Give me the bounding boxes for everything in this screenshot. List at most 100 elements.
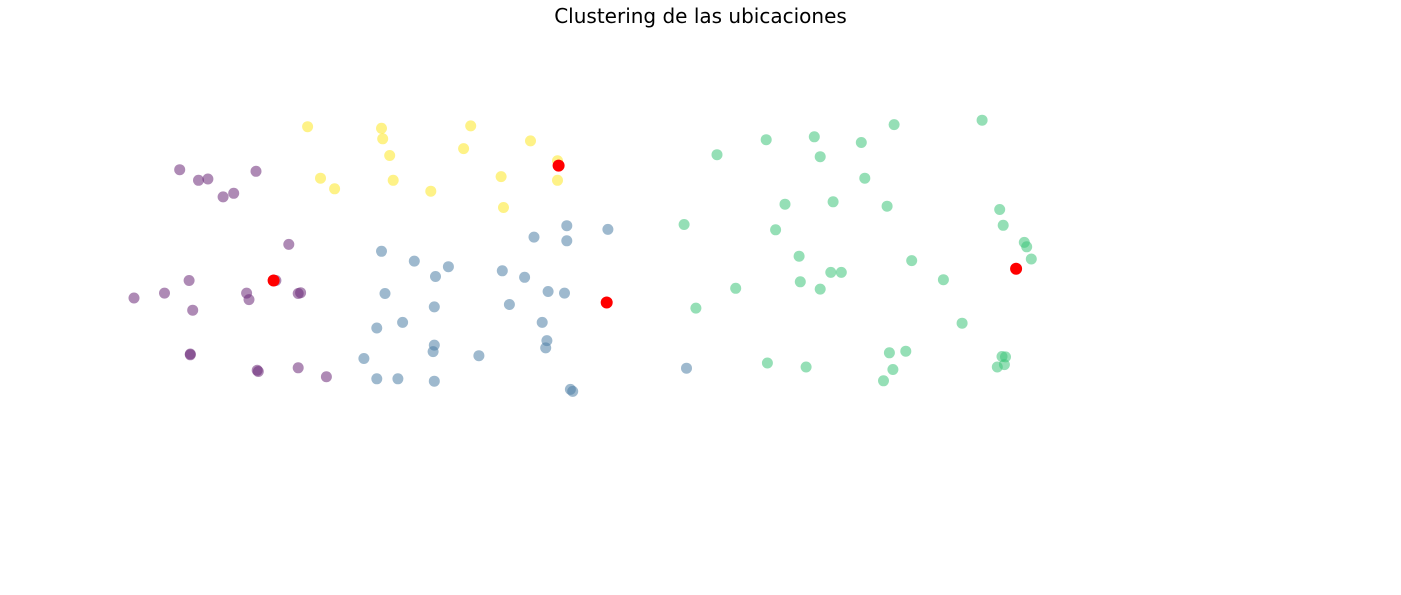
centroid-point bbox=[267, 274, 280, 287]
data-point bbox=[800, 361, 812, 373]
data-point bbox=[217, 191, 229, 203]
data-point bbox=[835, 266, 847, 278]
data-point bbox=[690, 302, 702, 314]
data-point bbox=[855, 137, 867, 148]
data-point bbox=[937, 274, 949, 286]
data-point bbox=[174, 164, 186, 176]
data-point bbox=[371, 373, 383, 385]
data-point bbox=[542, 286, 554, 297]
data-point bbox=[371, 322, 383, 334]
data-point bbox=[193, 174, 204, 186]
data-point bbox=[465, 120, 477, 132]
data-point bbox=[503, 299, 515, 310]
data-point bbox=[827, 196, 839, 208]
centroid-point bbox=[552, 159, 565, 172]
data-point bbox=[887, 364, 899, 375]
centroid-point bbox=[600, 296, 613, 309]
data-point bbox=[250, 165, 262, 177]
data-point bbox=[283, 238, 295, 250]
data-point bbox=[881, 200, 893, 212]
data-point bbox=[473, 350, 485, 362]
data-point bbox=[376, 122, 387, 134]
data-point bbox=[377, 133, 389, 145]
centroid-points bbox=[267, 159, 1023, 309]
data-point bbox=[292, 362, 304, 374]
data-point bbox=[428, 375, 440, 387]
data-point bbox=[128, 292, 140, 304]
data-point bbox=[430, 271, 441, 282]
data-point bbox=[794, 276, 806, 288]
data-point bbox=[379, 288, 391, 299]
data-point bbox=[428, 301, 440, 313]
data-point bbox=[991, 361, 1003, 373]
data-point bbox=[888, 119, 900, 131]
data-point bbox=[540, 342, 552, 354]
data-point bbox=[997, 219, 1009, 231]
data-point bbox=[994, 204, 1006, 215]
data-point bbox=[711, 149, 723, 161]
cluster-0-points bbox=[128, 164, 332, 383]
data-point bbox=[184, 349, 196, 361]
data-point bbox=[387, 174, 399, 186]
cluster-2-points bbox=[358, 220, 692, 397]
data-point bbox=[241, 287, 253, 299]
data-point bbox=[602, 223, 614, 235]
data-point bbox=[825, 266, 837, 278]
centroid-point bbox=[1010, 262, 1023, 275]
data-point bbox=[808, 131, 820, 143]
data-point bbox=[536, 316, 548, 328]
data-point bbox=[329, 183, 341, 195]
data-point bbox=[1021, 241, 1033, 253]
data-point bbox=[567, 385, 579, 397]
data-point bbox=[358, 353, 370, 364]
data-point bbox=[425, 185, 437, 197]
chart-title: Clustering de las ubicaciones bbox=[554, 4, 847, 28]
data-point bbox=[814, 283, 826, 295]
data-point bbox=[900, 345, 912, 357]
data-point bbox=[495, 171, 507, 183]
data-point bbox=[552, 174, 563, 186]
data-point bbox=[559, 287, 570, 299]
data-point bbox=[183, 275, 195, 286]
data-point bbox=[498, 202, 509, 213]
data-point bbox=[760, 134, 772, 146]
data-point bbox=[252, 366, 264, 377]
data-point bbox=[528, 231, 540, 243]
data-point bbox=[770, 224, 782, 236]
data-point bbox=[519, 271, 531, 283]
data-point bbox=[996, 351, 1008, 362]
cluster-3-points bbox=[678, 114, 1037, 387]
cluster-1-points bbox=[302, 120, 563, 213]
data-point bbox=[427, 346, 439, 358]
data-point bbox=[761, 357, 773, 369]
data-point bbox=[878, 375, 889, 387]
data-point bbox=[814, 151, 826, 163]
data-point bbox=[561, 235, 573, 247]
data-point bbox=[315, 172, 326, 184]
data-point bbox=[442, 261, 454, 273]
data-point bbox=[859, 172, 871, 184]
data-point bbox=[376, 245, 387, 257]
data-point bbox=[384, 150, 396, 161]
data-point bbox=[525, 135, 536, 147]
data-point bbox=[678, 219, 690, 230]
data-point bbox=[392, 373, 404, 385]
data-point bbox=[397, 316, 409, 328]
data-point bbox=[496, 265, 508, 277]
data-point bbox=[320, 371, 332, 383]
data-point bbox=[228, 187, 240, 199]
data-point bbox=[302, 121, 314, 133]
data-point bbox=[458, 143, 470, 155]
data-point bbox=[202, 173, 214, 185]
data-point bbox=[681, 362, 692, 374]
data-point bbox=[906, 255, 918, 267]
data-point bbox=[187, 304, 199, 316]
data-point bbox=[883, 347, 895, 359]
data-point bbox=[793, 250, 805, 262]
data-point bbox=[408, 255, 420, 267]
data-point bbox=[956, 317, 968, 329]
data-point bbox=[295, 287, 307, 299]
data-point bbox=[159, 287, 170, 299]
data-point bbox=[730, 282, 742, 294]
